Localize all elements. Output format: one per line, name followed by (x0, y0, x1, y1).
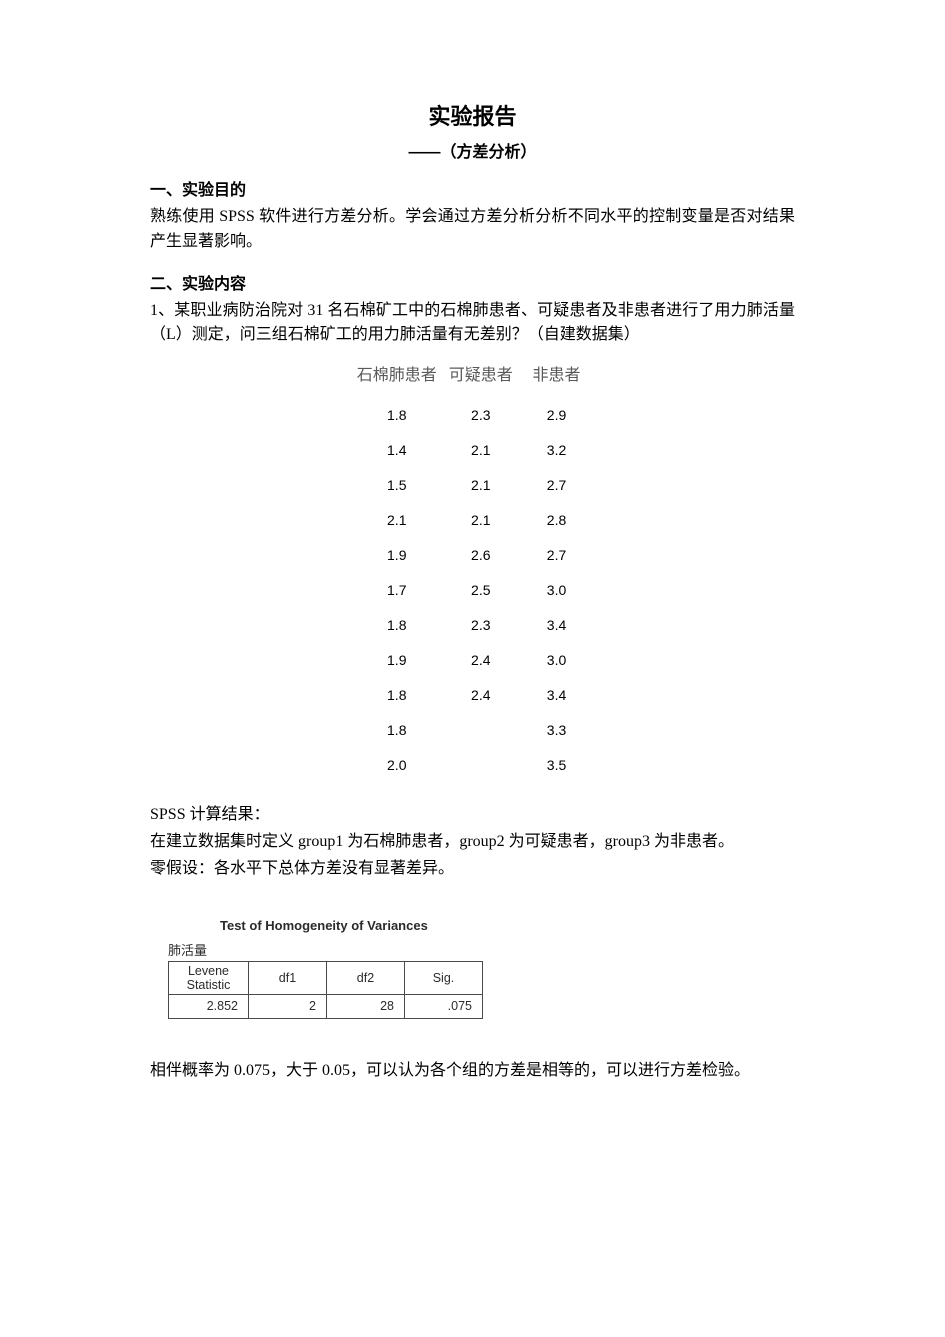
col-header-3: 非患者 (519, 362, 594, 398)
spss-null-hyp: 零假设：各水平下总体方差没有显著差异。 (150, 857, 795, 882)
table-cell: 3.0 (519, 643, 594, 678)
table-cell: 3.5 (519, 748, 594, 783)
table-cell: 2.1 (443, 503, 519, 538)
col-header-2: 可疑患者 (443, 362, 519, 398)
table-cell: 1.9 (351, 538, 443, 573)
table-cell: 2.7 (519, 538, 594, 573)
table-cell: 2.4 (443, 678, 519, 713)
table-row: 1.92.62.7 (351, 538, 595, 573)
table-cell: 3.2 (519, 433, 594, 468)
table-cell: 2.9 (519, 398, 594, 433)
table-cell: 2.7 (519, 468, 594, 503)
table-cell: 1.8 (351, 398, 443, 433)
conclusion-text: 相伴概率为 0.075，大于 0.05，可以认为各个组的方差是相等的，可以进行方… (150, 1059, 795, 1084)
report-title: 实验报告 (150, 100, 795, 133)
table-row: 1.52.12.7 (351, 468, 595, 503)
levene-h-df2: df2 (327, 961, 405, 995)
table-cell: 3.3 (519, 713, 594, 748)
table-cell: 1.4 (351, 433, 443, 468)
table-row: 1.82.32.9 (351, 398, 595, 433)
table-row: 1.82.33.4 (351, 608, 595, 643)
table-cell: 2.1 (443, 468, 519, 503)
table-cell: 2.6 (443, 538, 519, 573)
levene-title: Test of Homogeneity of Variances (220, 916, 795, 936)
table-cell: 2.8 (519, 503, 594, 538)
table-cell: 3.4 (519, 608, 594, 643)
levene-h-stat: LeveneStatistic (169, 961, 249, 995)
levene-h-df1: df1 (249, 961, 327, 995)
table-cell: 1.8 (351, 678, 443, 713)
table-cell (443, 713, 519, 748)
report-subtitle: ——（方差分析） (150, 141, 795, 165)
table-row: 1.42.13.2 (351, 433, 595, 468)
table-cell: 2.1 (351, 503, 443, 538)
spss-group-def: 在建立数据集时定义 group1 为石棉肺患者，group2 为可疑患者，gro… (150, 830, 795, 855)
data-table-body: 1.82.32.91.42.13.21.52.12.72.12.12.81.92… (351, 398, 595, 783)
table-cell: 2.4 (443, 643, 519, 678)
table-cell: 2.0 (351, 748, 443, 783)
levene-h-sig: Sig. (405, 961, 483, 995)
table-row: 2.12.12.8 (351, 503, 595, 538)
levene-sig: .075 (405, 995, 483, 1019)
levene-header-row: LeveneStatistic df1 df2 Sig. (169, 961, 483, 995)
levene-var-label: 肺活量 (168, 941, 795, 961)
table-cell: 1.5 (351, 468, 443, 503)
table-cell: 1.8 (351, 713, 443, 748)
table-cell: 1.9 (351, 643, 443, 678)
table-cell: 2.3 (443, 398, 519, 433)
table-cell (443, 748, 519, 783)
table-row: 1.82.43.4 (351, 678, 595, 713)
table-cell: 2.3 (443, 608, 519, 643)
table-cell: 2.1 (443, 433, 519, 468)
table-row: 2.0 3.5 (351, 748, 595, 783)
levene-table: LeveneStatistic df1 df2 Sig. 2.852 2 28 … (168, 961, 483, 1020)
table-cell: 2.5 (443, 573, 519, 608)
levene-data-row: 2.852 2 28 .075 (169, 995, 483, 1019)
levene-df2: 28 (327, 995, 405, 1019)
section1-text: 熟练使用 SPSS 软件进行方差分析。学会通过方差分析分析不同水平的控制变量是否… (150, 205, 795, 255)
col-header-1: 石棉肺患者 (351, 362, 443, 398)
table-row: 1.72.53.0 (351, 573, 595, 608)
section2-text: 1、某职业病防治院对 31 名石棉矿工中的石棉肺患者、可疑患者及非患者进行了用力… (150, 299, 795, 349)
table-cell: 3.0 (519, 573, 594, 608)
table-header-row: 石棉肺患者 可疑患者 非患者 (351, 362, 595, 398)
table-row: 1.8 3.3 (351, 713, 595, 748)
spss-results-label: SPSS 计算结果： (150, 803, 795, 828)
table-row: 1.92.43.0 (351, 643, 595, 678)
levene-df1: 2 (249, 995, 327, 1019)
table-cell: 1.8 (351, 608, 443, 643)
section2-heading: 二、实验内容 (150, 273, 795, 297)
table-cell: 1.7 (351, 573, 443, 608)
section1-heading: 一、实验目的 (150, 179, 795, 203)
data-table: 石棉肺患者 可疑患者 非患者 1.82.32.91.42.13.21.52.12… (351, 362, 595, 783)
table-cell: 3.4 (519, 678, 594, 713)
levene-stat: 2.852 (169, 995, 249, 1019)
